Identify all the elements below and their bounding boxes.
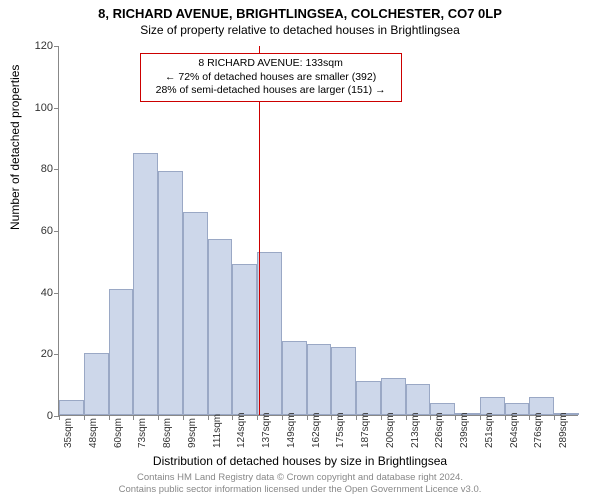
x-tick-label: 99sqm xyxy=(187,418,198,448)
footer-attribution: Contains HM Land Registry data © Crown c… xyxy=(0,472,600,496)
plot-wrap: 02040608010012035sqm48sqm60sqm73sqm86sqm… xyxy=(58,46,578,416)
y-tick-label: 120 xyxy=(19,40,53,52)
x-tick-label: 276sqm xyxy=(533,412,544,448)
y-tick-mark xyxy=(54,293,59,294)
x-tick-mark xyxy=(356,415,357,420)
x-tick-label: 289sqm xyxy=(558,412,569,448)
x-tick-mark xyxy=(109,415,110,420)
footer-line1: Contains HM Land Registry data © Crown c… xyxy=(0,472,600,484)
histogram-bar xyxy=(232,264,257,415)
histogram-bar xyxy=(406,384,431,415)
x-tick-mark xyxy=(529,415,530,420)
histogram-bar xyxy=(183,212,208,416)
x-tick-label: 73sqm xyxy=(137,418,148,448)
x-tick-label: 86sqm xyxy=(162,418,173,448)
x-tick-label: 137sqm xyxy=(261,412,272,448)
histogram-bar xyxy=(331,347,356,415)
y-tick-mark xyxy=(54,231,59,232)
y-tick-mark xyxy=(54,108,59,109)
x-tick-mark xyxy=(84,415,85,420)
y-tick-mark xyxy=(54,46,59,47)
x-tick-label: 48sqm xyxy=(88,418,99,448)
x-tick-mark xyxy=(282,415,283,420)
histogram-bar xyxy=(109,289,134,415)
histogram-bar xyxy=(257,252,282,415)
chart-subtitle: Size of property relative to detached ho… xyxy=(0,21,600,37)
annotation-line: ← 72% of detached houses are smaller (39… xyxy=(147,71,395,85)
x-tick-label: 264sqm xyxy=(509,412,520,448)
x-tick-mark xyxy=(554,415,555,420)
x-tick-label: 60sqm xyxy=(113,418,124,448)
chart-container: 8, RICHARD AVENUE, BRIGHTLINGSEA, COLCHE… xyxy=(0,0,600,500)
x-tick-label: 175sqm xyxy=(335,412,346,448)
histogram-bar xyxy=(307,344,332,415)
x-tick-mark xyxy=(133,415,134,420)
x-tick-label: 162sqm xyxy=(311,412,322,448)
x-tick-mark xyxy=(257,415,258,420)
y-tick-label: 0 xyxy=(19,410,53,422)
x-tick-mark xyxy=(455,415,456,420)
x-tick-mark xyxy=(183,415,184,420)
footer-line2: Contains public sector information licen… xyxy=(0,484,600,496)
x-tick-mark xyxy=(232,415,233,420)
x-tick-label: 187sqm xyxy=(360,412,371,448)
x-tick-label: 226sqm xyxy=(434,412,445,448)
annotation-line: 8 RICHARD AVENUE: 133sqm xyxy=(147,57,395,71)
histogram-bar xyxy=(158,171,183,415)
x-tick-label: 149sqm xyxy=(286,412,297,448)
histogram-bar xyxy=(84,353,109,415)
histogram-bar xyxy=(59,400,84,415)
y-tick-mark xyxy=(54,169,59,170)
y-axis-label: Number of detached properties xyxy=(8,65,22,230)
y-tick-label: 40 xyxy=(19,287,53,299)
x-tick-label: 251sqm xyxy=(484,412,495,448)
x-tick-mark xyxy=(381,415,382,420)
x-tick-mark xyxy=(307,415,308,420)
y-tick-mark xyxy=(54,354,59,355)
x-tick-mark xyxy=(430,415,431,420)
x-tick-label: 35sqm xyxy=(63,418,74,448)
x-tick-label: 200sqm xyxy=(385,412,396,448)
y-tick-label: 100 xyxy=(19,102,53,114)
plot-area: 02040608010012035sqm48sqm60sqm73sqm86sqm… xyxy=(58,46,578,416)
x-tick-label: 124sqm xyxy=(236,412,247,448)
x-tick-mark xyxy=(208,415,209,420)
x-tick-mark xyxy=(158,415,159,420)
x-tick-mark xyxy=(59,415,60,420)
annotation-line: 28% of semi-detached houses are larger (… xyxy=(147,84,395,98)
x-tick-mark xyxy=(480,415,481,420)
histogram-bar xyxy=(208,239,233,415)
x-tick-label: 111sqm xyxy=(212,414,223,448)
x-axis-label: Distribution of detached houses by size … xyxy=(0,454,600,468)
y-tick-label: 20 xyxy=(19,348,53,360)
x-tick-mark xyxy=(406,415,407,420)
y-tick-label: 60 xyxy=(19,225,53,237)
x-tick-mark xyxy=(331,415,332,420)
histogram-bar xyxy=(133,153,158,415)
histogram-bar xyxy=(381,378,406,415)
x-tick-label: 213sqm xyxy=(410,412,421,448)
x-tick-label: 239sqm xyxy=(459,412,470,448)
y-tick-label: 80 xyxy=(19,163,53,175)
chart-title: 8, RICHARD AVENUE, BRIGHTLINGSEA, COLCHE… xyxy=(0,0,600,21)
histogram-bar xyxy=(282,341,307,415)
annotation-box: 8 RICHARD AVENUE: 133sqm← 72% of detache… xyxy=(140,53,402,102)
x-tick-mark xyxy=(505,415,506,420)
histogram-bar xyxy=(356,381,381,415)
